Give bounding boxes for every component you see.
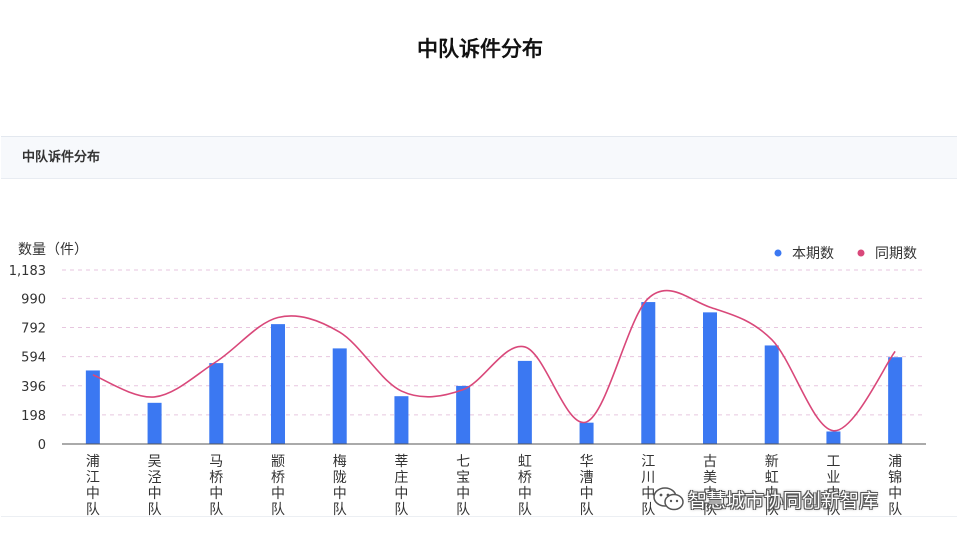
bar-马桥中队 [209,363,224,444]
chart-panel: 中队诉件分布 [1,136,957,517]
legend-label: 同期数 [875,246,917,262]
panel-title: 中队诉件分布 [1,137,957,179]
bar-吴泾中队 [147,402,162,444]
y-tick-label: 198 [21,409,46,424]
panel-bottom-divider [1,516,957,517]
y-tick-label: 1,183 [9,264,46,279]
line-series [92,289,896,432]
bar-浦江中队 [85,370,100,444]
x-tick-label: 浦锦中队 [888,454,902,518]
legend-marker [774,249,782,257]
bar-浦锦中队 [888,357,903,444]
wechat-icon [653,487,684,511]
watermark-text: 智慧城市协同创新智库 [688,489,879,512]
line-同期数 [92,289,896,432]
bar-江川中队 [641,302,656,444]
x-tick-label: 华漕中队 [580,454,594,518]
watermark: 智慧城市协同创新智库 [652,484,878,514]
bar-华漕中队 [579,422,594,444]
legend[interactable]: 本期数 同期数 [774,246,918,262]
legend-marker [857,249,865,257]
bar-新虹中队 [764,345,779,444]
gridlines [62,269,926,416]
x-tick-label: 梅陇中队 [333,454,347,518]
x-tick-label: 七宝中队 [456,454,470,518]
bar-七宝中队 [456,385,471,444]
bar-工业中队 [826,431,841,444]
x-tick-label: 虹桥中队 [518,454,532,518]
y-axis-title: 数量（件） [18,242,88,258]
x-tick-label: 江川中队 [641,454,655,518]
bar-梅陇中队 [332,348,347,444]
x-tick-label: 浦江中队 [86,454,100,518]
bar-莘庄中队 [394,396,409,444]
y-tick-label: 0 [38,438,46,453]
x-tick-label: 颛桥中队 [271,454,285,518]
x-tick-label: 新虹中队 [765,454,779,518]
y-tick-label: 396 [21,380,46,395]
y-tick-label: 990 [21,292,46,307]
x-tick-label: 马桥中队 [209,454,223,518]
bar-虹桥中队 [517,360,532,444]
x-tick-label: 古美中队 [703,454,717,518]
axes: 0 198 396 594 792 990 1,183 数量（件） 浦江中队 吴泾中队 马桥中队 颛桥… [9,242,926,518]
x-tick-label: 吴泾中队 [148,454,162,518]
y-tick-label: 792 [21,322,46,337]
y-tick-label: 594 [21,351,46,366]
bar-古美中队 [703,312,717,444]
x-tick-label: 工业中队 [826,454,840,518]
legend-label: 本期数 [792,246,834,262]
bar-颛桥中队 [271,324,285,444]
bar-series [85,302,903,444]
x-tick-label: 莘庄中队 [394,453,408,518]
slide-title: 中队诉件分布 [417,37,543,61]
